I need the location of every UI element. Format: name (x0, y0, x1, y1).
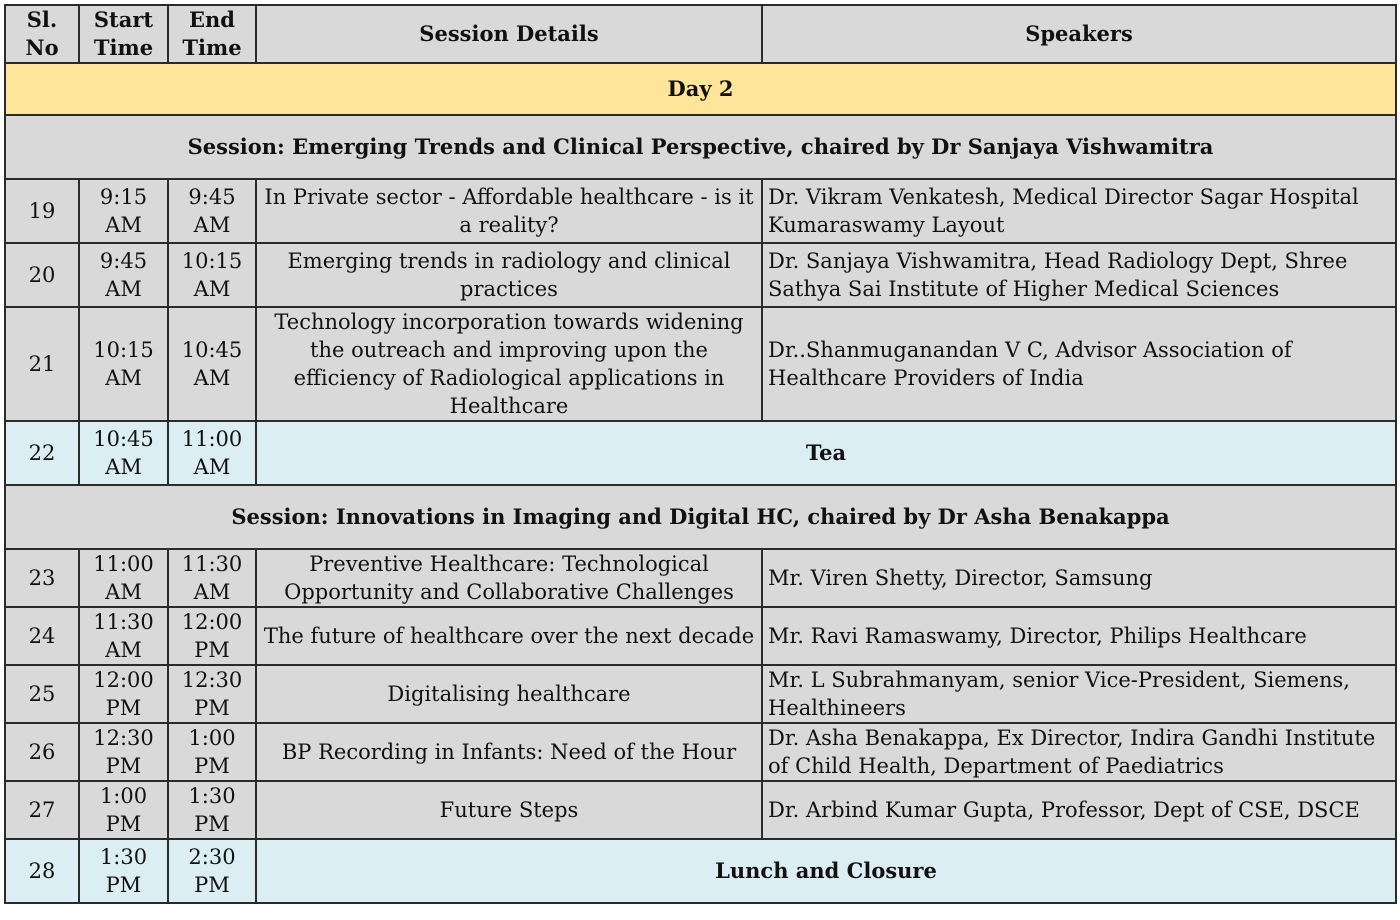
row-session-details: Preventive Healthcare: Technological Opp… (255, 548, 763, 608)
row-start-time: 10:15 AM (78, 306, 169, 422)
row-end-time: 11:30 AM (167, 548, 257, 608)
row-sl: 25 (4, 664, 80, 724)
row-sl: 21 (4, 306, 80, 422)
row-end-time: 10:15 AM (167, 242, 257, 308)
header-sl-no: Sl. No (4, 4, 80, 64)
header-start-time: Start Time (78, 4, 169, 64)
table-row: 23 11:00 AM 11:30 AM Preventive Healthca… (4, 548, 1397, 608)
header-row: Sl. No Start Time End Time Session Detai… (4, 4, 1397, 64)
row-end-time: 12:00 PM (167, 606, 257, 666)
break-row-lunch: 28 1:30 PM 2:30 PM Lunch and Closure (4, 838, 1397, 904)
row-sl: 27 (4, 780, 80, 840)
row-session-details: Future Steps (255, 780, 763, 840)
break-row-tea: 22 10:45 AM 11:00 AM Tea (4, 420, 1397, 486)
row-sl: 22 (4, 420, 80, 486)
row-session-details: BP Recording in Infants: Need of the Hou… (255, 722, 763, 782)
row-session-details: Emerging trends in radiology and clinica… (255, 242, 763, 308)
row-speaker: Dr. Arbind Kumar Gupta, Professor, Dept … (761, 780, 1397, 840)
row-sl: 28 (4, 838, 80, 904)
agenda-table: Sl. No Start Time End Time Session Detai… (4, 4, 1397, 904)
row-speaker: Dr. Sanjaya Vishwamitra, Head Radiology … (761, 242, 1397, 308)
day-label: Day 2 (4, 62, 1397, 116)
row-speaker: Dr. Vikram Venkatesh, Medical Director S… (761, 178, 1397, 244)
row-session-details: The future of healthcare over the next d… (255, 606, 763, 666)
row-start-time: 10:45 AM (78, 420, 169, 486)
row-start-time: 1:30 PM (78, 838, 169, 904)
row-start-time: 12:00 PM (78, 664, 169, 724)
table-row: 24 11:30 AM 12:00 PM The future of healt… (4, 606, 1397, 666)
session-row-2: Session: Innovations in Imaging and Digi… (4, 484, 1397, 550)
row-end-time: 1:00 PM (167, 722, 257, 782)
header-speakers: Speakers (761, 4, 1397, 64)
day-row: Day 2 (4, 62, 1397, 116)
break-label: Lunch and Closure (255, 838, 1397, 904)
row-start-time: 11:00 AM (78, 548, 169, 608)
row-sl: 26 (4, 722, 80, 782)
table-row: 19 9:15 AM 9:45 AM In Private sector - A… (4, 178, 1397, 244)
row-session-details: Technology incorporation towards widenin… (255, 306, 763, 422)
row-sl: 23 (4, 548, 80, 608)
table-row: 20 9:45 AM 10:15 AM Emerging trends in r… (4, 242, 1397, 308)
row-session-details: In Private sector - Affordable healthcar… (255, 178, 763, 244)
row-speaker: Dr..Shanmuganandan V C, Advisor Associat… (761, 306, 1397, 422)
table-row: 27 1:00 PM 1:30 PM Future Steps Dr. Arbi… (4, 780, 1397, 840)
row-start-time: 11:30 AM (78, 606, 169, 666)
row-sl: 20 (4, 242, 80, 308)
row-session-details: Digitalising healthcare (255, 664, 763, 724)
table-row: 25 12:00 PM 12:30 PM Digitalising health… (4, 664, 1397, 724)
session-title-1: Session: Emerging Trends and Clinical Pe… (4, 114, 1397, 180)
header-session-details: Session Details (255, 4, 763, 64)
row-speaker: Dr. Asha Benakappa, Ex Director, Indira … (761, 722, 1397, 782)
session-row-1: Session: Emerging Trends and Clinical Pe… (4, 114, 1397, 180)
row-end-time: 2:30 PM (167, 838, 257, 904)
agenda-sheet: Sl. No Start Time End Time Session Detai… (4, 4, 1397, 904)
row-speaker: Mr. Ravi Ramaswamy, Director, Philips He… (761, 606, 1397, 666)
session-title-2: Session: Innovations in Imaging and Digi… (4, 484, 1397, 550)
header-end-time: End Time (167, 4, 257, 64)
row-start-time: 12:30 PM (78, 722, 169, 782)
row-end-time: 9:45 AM (167, 178, 257, 244)
row-speaker: Mr. L Subrahmanyam, senior Vice-Presiden… (761, 664, 1397, 724)
row-start-time: 9:15 AM (78, 178, 169, 244)
row-sl: 19 (4, 178, 80, 244)
row-start-time: 1:00 PM (78, 780, 169, 840)
row-end-time: 11:00 AM (167, 420, 257, 486)
row-speaker: Mr. Viren Shetty, Director, Samsung (761, 548, 1397, 608)
break-label: Tea (255, 420, 1397, 486)
row-end-time: 10:45 AM (167, 306, 257, 422)
row-sl: 24 (4, 606, 80, 666)
table-row: 21 10:15 AM 10:45 AM Technology incorpor… (4, 306, 1397, 422)
row-end-time: 1:30 PM (167, 780, 257, 840)
row-start-time: 9:45 AM (78, 242, 169, 308)
row-end-time: 12:30 PM (167, 664, 257, 724)
table-row: 26 12:30 PM 1:00 PM BP Recording in Infa… (4, 722, 1397, 782)
